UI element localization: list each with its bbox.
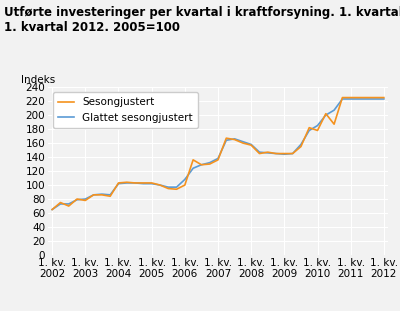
Glattet sesongjustert — [100, 192, 104, 196]
Sesongjustert — [58, 201, 63, 204]
Glattet sesongjustert — [199, 163, 204, 167]
Glattet sesongjustert — [290, 152, 295, 156]
Sesongjustert — [382, 96, 386, 100]
Sesongjustert — [91, 193, 96, 197]
Sesongjustert — [50, 208, 54, 211]
Sesongjustert — [240, 141, 245, 145]
Glattet sesongjustert — [324, 113, 328, 117]
Glattet sesongjustert — [149, 182, 154, 185]
Sesongjustert — [141, 181, 146, 185]
Sesongjustert — [216, 158, 220, 162]
Sesongjustert — [149, 181, 154, 185]
Sesongjustert — [265, 150, 270, 154]
Sesongjustert — [257, 152, 262, 156]
Glattet sesongjustert — [91, 193, 96, 197]
Glattet sesongjustert — [191, 166, 196, 170]
Glattet sesongjustert — [307, 129, 312, 132]
Sesongjustert — [133, 181, 138, 185]
Glattet sesongjustert — [249, 142, 254, 146]
Sesongjustert — [191, 158, 196, 162]
Glattet sesongjustert — [298, 142, 303, 146]
Sesongjustert — [348, 96, 353, 100]
Glattet sesongjustert — [274, 152, 278, 156]
Sesongjustert — [66, 204, 71, 208]
Glattet sesongjustert — [50, 208, 54, 211]
Glattet sesongjustert — [315, 124, 320, 128]
Glattet sesongjustert — [158, 183, 162, 187]
Text: Utførte investeringer per kvartal i kraftforsyning. 1. kvartal 2002-
1. kvartal : Utførte investeringer per kvartal i kraf… — [4, 6, 400, 34]
Sesongjustert — [166, 187, 171, 190]
Sesongjustert — [199, 163, 204, 167]
Glattet sesongjustert — [240, 140, 245, 144]
Glattet sesongjustert — [133, 181, 138, 185]
Sesongjustert — [282, 152, 287, 156]
Glattet sesongjustert — [66, 202, 71, 206]
Glattet sesongjustert — [282, 152, 287, 156]
Sesongjustert — [75, 197, 80, 201]
Glattet sesongjustert — [356, 97, 361, 101]
Glattet sesongjustert — [232, 137, 237, 141]
Glattet sesongjustert — [75, 198, 80, 202]
Sesongjustert — [207, 162, 212, 166]
Sesongjustert — [290, 152, 295, 156]
Sesongjustert — [108, 194, 112, 198]
Line: Glattet sesongjustert: Glattet sesongjustert — [52, 99, 384, 210]
Glattet sesongjustert — [207, 161, 212, 165]
Sesongjustert — [124, 180, 129, 184]
Glattet sesongjustert — [166, 185, 171, 189]
Sesongjustert — [332, 122, 336, 126]
Glattet sesongjustert — [340, 97, 345, 101]
Sesongjustert — [116, 181, 121, 185]
Glattet sesongjustert — [141, 182, 146, 185]
Glattet sesongjustert — [382, 97, 386, 101]
Sesongjustert — [298, 145, 303, 148]
Sesongjustert — [182, 183, 187, 187]
Glattet sesongjustert — [265, 151, 270, 155]
Glattet sesongjustert — [116, 182, 121, 185]
Line: Sesongjustert: Sesongjustert — [52, 98, 384, 210]
Legend: Sesongjustert, Glattet sesongjustert: Sesongjustert, Glattet sesongjustert — [53, 92, 198, 128]
Glattet sesongjustert — [108, 193, 112, 197]
Glattet sesongjustert — [216, 157, 220, 160]
Glattet sesongjustert — [83, 197, 88, 201]
Sesongjustert — [373, 96, 378, 100]
Sesongjustert — [274, 152, 278, 156]
Glattet sesongjustert — [365, 97, 370, 101]
Glattet sesongjustert — [224, 138, 229, 142]
Glattet sesongjustert — [257, 150, 262, 154]
Sesongjustert — [340, 96, 345, 100]
Sesongjustert — [324, 112, 328, 116]
Glattet sesongjustert — [182, 178, 187, 181]
Sesongjustert — [83, 199, 88, 202]
Sesongjustert — [307, 126, 312, 130]
Glattet sesongjustert — [124, 181, 129, 185]
Sesongjustert — [315, 129, 320, 132]
Text: Indeks: Indeks — [21, 75, 55, 86]
Glattet sesongjustert — [58, 202, 63, 206]
Sesongjustert — [356, 96, 361, 100]
Sesongjustert — [365, 96, 370, 100]
Glattet sesongjustert — [373, 97, 378, 101]
Glattet sesongjustert — [174, 185, 179, 189]
Sesongjustert — [174, 187, 179, 191]
Glattet sesongjustert — [332, 108, 336, 112]
Sesongjustert — [224, 136, 229, 140]
Sesongjustert — [158, 183, 162, 187]
Sesongjustert — [249, 143, 254, 147]
Sesongjustert — [232, 138, 237, 142]
Glattet sesongjustert — [348, 97, 353, 101]
Sesongjustert — [100, 193, 104, 197]
